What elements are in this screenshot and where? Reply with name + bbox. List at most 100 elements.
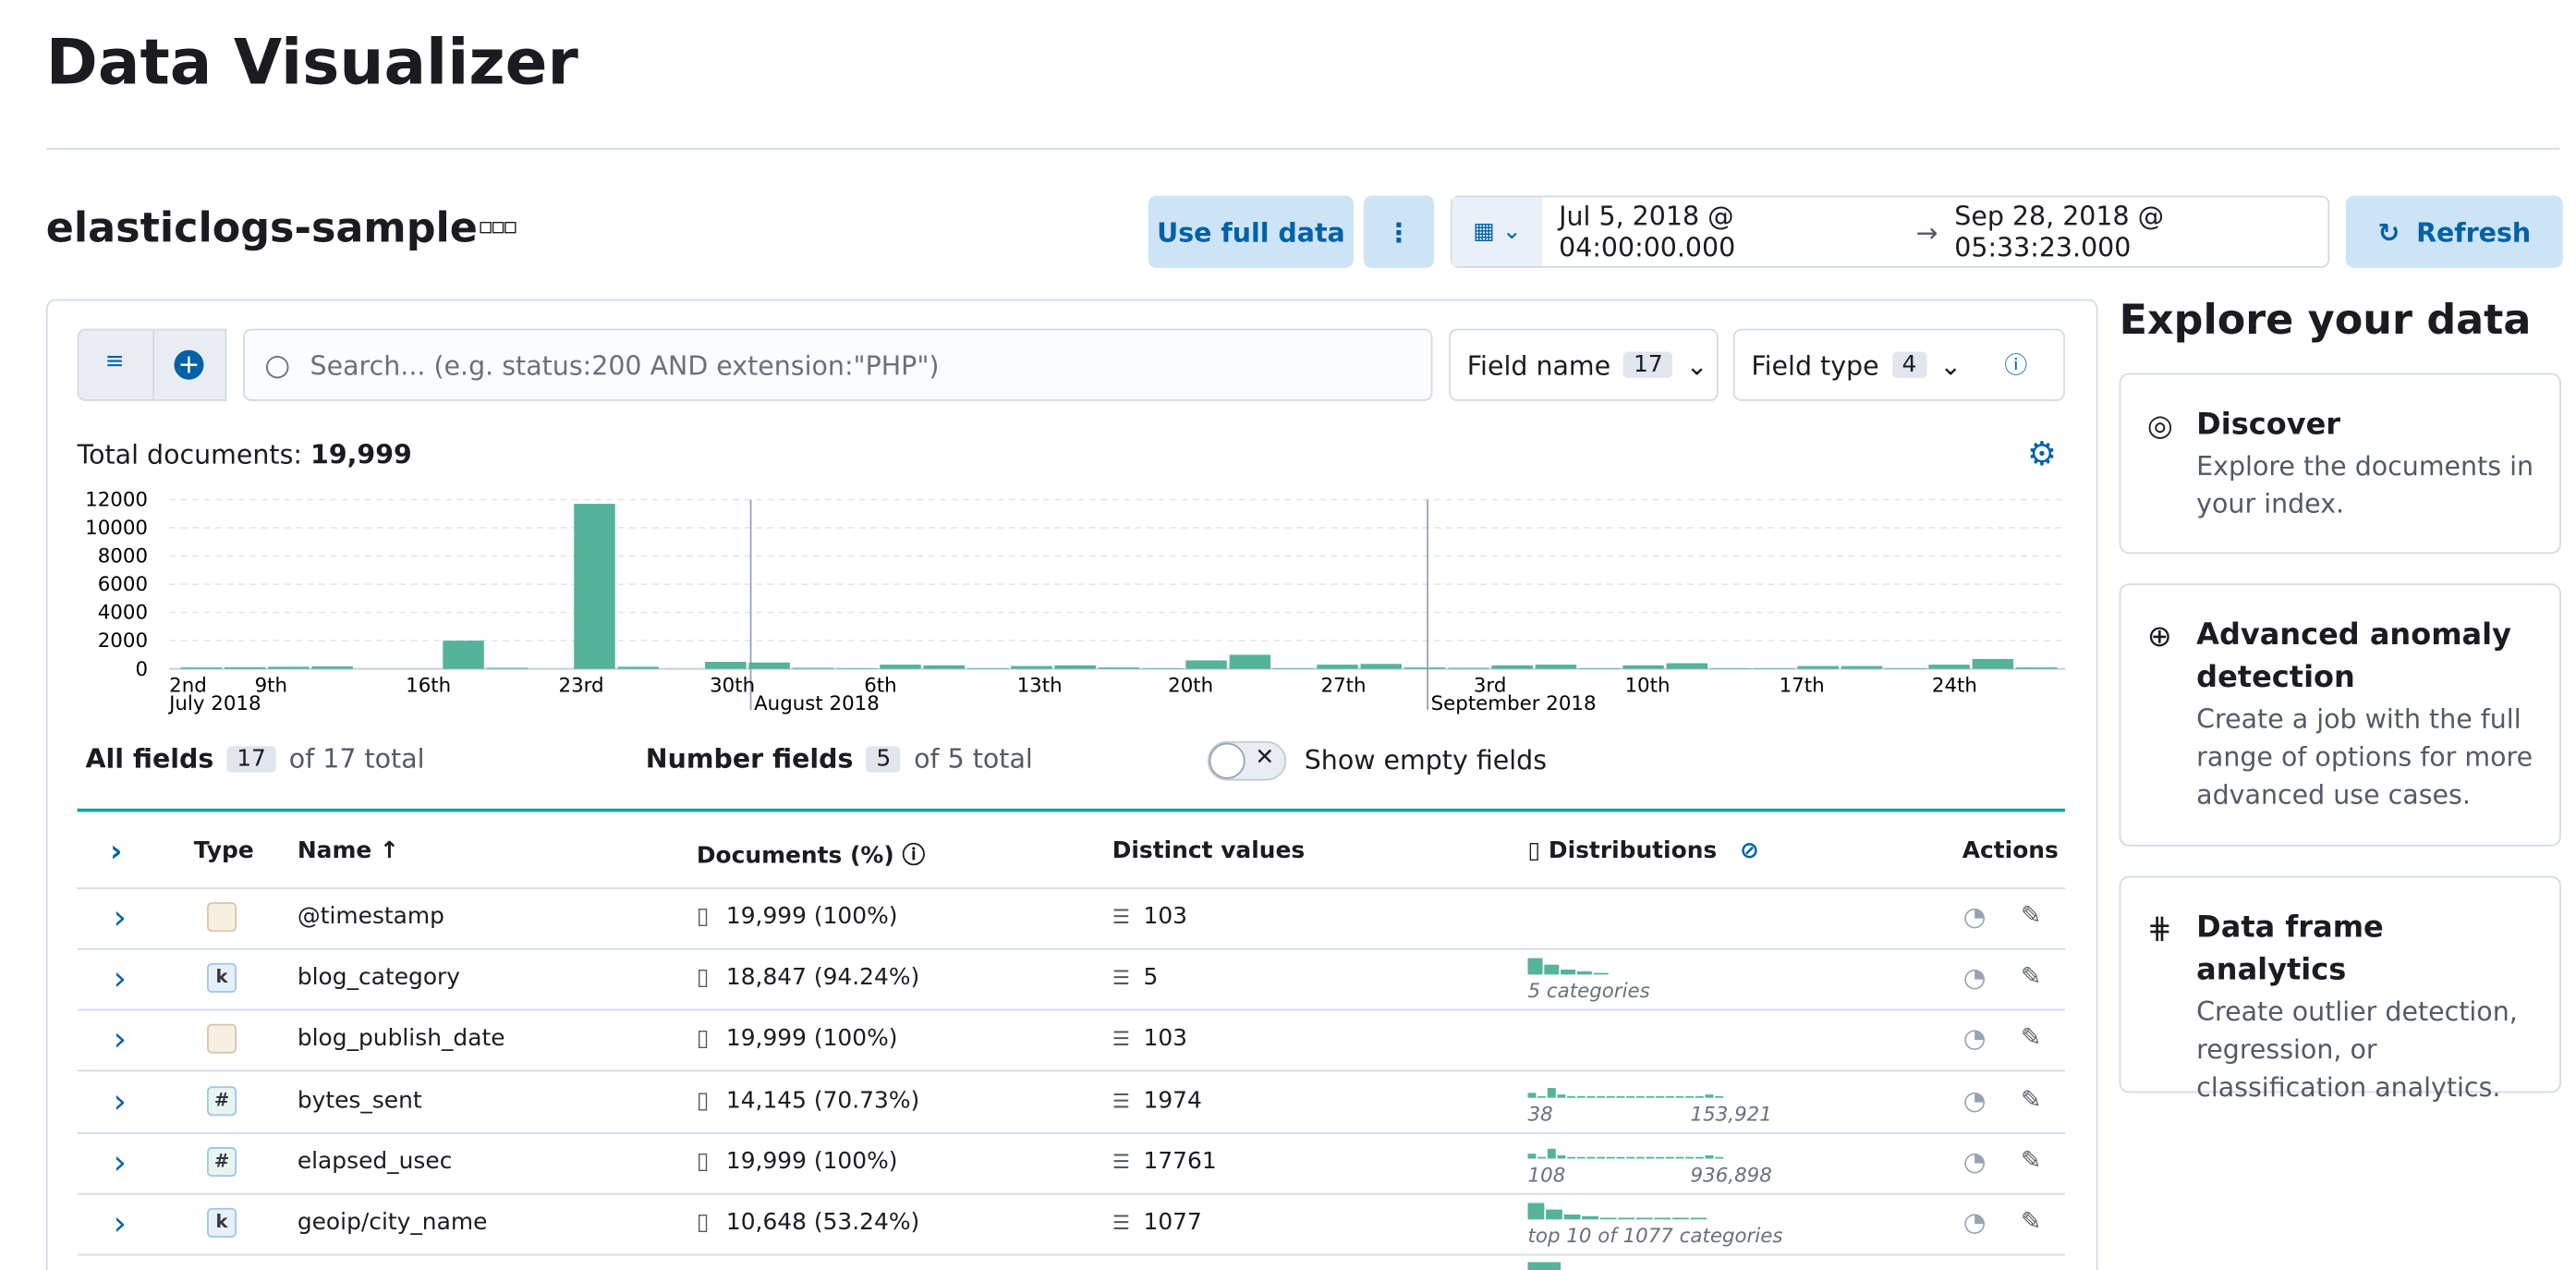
type-icon: k [207, 1207, 237, 1238]
table-row: › # bytes_sent ▯ 14,145 (70.73%) ☰ 1974 38 153,9… [77, 1071, 2065, 1134]
date-picker[interactable]: ▦ ⌄ Jul 5, 2018 @ 04:00:00.000 → Sep 28,… [1450, 195, 2330, 268]
expand-row[interactable]: › [113, 1081, 127, 1120]
month-label: August 2018 [754, 692, 880, 715]
empty-fields-toggle[interactable]: ✕ [1207, 740, 1287, 781]
field-type-count: 4 [1891, 351, 1927, 378]
distinct-values: 1077 [1143, 1209, 1202, 1237]
bar [1841, 666, 1883, 669]
data-visualizer-action[interactable]: ◔ [1962, 961, 1987, 994]
doc-icon: ▯ [696, 903, 710, 931]
expand-row[interactable]: › [113, 1203, 127, 1243]
data-visualizer-action[interactable]: ◔ [1962, 1144, 1987, 1177]
db-icon: ☰ [1112, 905, 1130, 929]
bar [1229, 654, 1271, 669]
spark-bar [1618, 1217, 1635, 1220]
date-start: Jul 5, 2018 @ 04:00:00.000 [1559, 200, 1736, 263]
field-name-filter[interactable]: Field name 17 ⌄ [1449, 328, 1719, 401]
spark-bar [1626, 1095, 1635, 1097]
spark-bar [1563, 1214, 1581, 1220]
use-full-data-button[interactable]: Use full data [1148, 195, 1355, 268]
spark-bar [1547, 1148, 1556, 1159]
settings-icon[interactable]: ⚙ [2027, 434, 2057, 474]
spark-bar [1690, 1217, 1707, 1220]
spark-bar [1597, 1095, 1606, 1097]
type-icon: # [207, 1146, 237, 1177]
edit-action[interactable]: ✎ [2020, 961, 2042, 992]
month-label: July 2018 [167, 692, 261, 715]
info-icon[interactable]: ⓘ [2004, 353, 2028, 380]
bar [311, 666, 353, 669]
expand-row[interactable]: › [113, 1020, 127, 1059]
doc-icon: ▯ [696, 1026, 710, 1053]
spark-bar [1606, 1156, 1615, 1159]
bar [1928, 665, 1970, 669]
main-panel [45, 299, 2098, 1270]
distribution-caption: 5 categories [1527, 980, 1650, 1003]
table-row: › k blog_category ▯ 18,847 (94.24%) ☰ 5 5 categ… [77, 948, 2065, 1011]
filter-button[interactable]: ≡ [104, 348, 125, 375]
col-documents[interactable]: Documents (%) ⓘ [696, 843, 926, 870]
y-tick-label: 2000 [98, 629, 148, 653]
spark-bar [1675, 1095, 1684, 1097]
spark-bar [1646, 1095, 1655, 1097]
type-icon: k [207, 963, 237, 994]
bar [1666, 663, 1708, 669]
dfa-card[interactable]: ⋕ Data frame analytics Create outlier dete… [2119, 875, 2561, 1103]
data-visualizer-action[interactable]: ◔ [1962, 1206, 1987, 1238]
db-icon: ☰ [1112, 1150, 1130, 1174]
month-label: September 2018 [1431, 692, 1597, 715]
spark-bar [1527, 1203, 1545, 1220]
expand-row[interactable]: › [113, 897, 127, 937]
bar [1579, 667, 1621, 669]
spark-bar [1635, 1156, 1645, 1159]
bar [1185, 660, 1227, 669]
index-menu[interactable]: ▫▫▫ [478, 214, 518, 240]
edit-action[interactable]: ✎ [2020, 900, 2042, 931]
search-bar[interactable]: ○ Search... (e.g. status:200 AND extensio… [243, 328, 1433, 401]
page-title: Data Visualizer [45, 26, 578, 99]
x-tick-label: 30th [710, 675, 755, 698]
bar [1360, 664, 1402, 669]
distribution-caption: top 10 of 1077 categories [1527, 1224, 1783, 1248]
index-name: elasticlogs-sample [45, 203, 478, 252]
spark-bar [1685, 1095, 1695, 1097]
col-distinct[interactable]: Distinct values [1112, 837, 1306, 865]
spark-bar [1527, 1092, 1537, 1097]
data-visualizer-action[interactable]: ◔ [1962, 1022, 1987, 1055]
refresh-button[interactable]: ↻ Refresh [2345, 195, 2563, 268]
expand-row[interactable]: › [113, 1142, 127, 1182]
bar [443, 641, 484, 669]
spark-bar [1685, 1156, 1695, 1159]
col-name[interactable]: Name ↑ [297, 837, 399, 865]
distribution-max: 936,898 [1690, 1163, 1772, 1187]
anomaly-card[interactable]: ⊕ Advanced anomaly detection Create a job … [2119, 583, 2561, 847]
card-text: Create a job with the full range of opti… [2196, 702, 2533, 811]
expand-all[interactable]: › [110, 835, 123, 870]
edit-action[interactable]: ✎ [2020, 1083, 2042, 1114]
distribution-sparkline [1527, 1078, 1775, 1097]
x-tick-label: 9th [255, 675, 287, 698]
edit-action[interactable]: ✎ [2020, 1022, 2042, 1053]
number-fields-count: 5 [866, 745, 901, 772]
y-tick-label: 0 [135, 658, 148, 681]
divider [45, 148, 2560, 150]
bar [1754, 667, 1795, 669]
add-filter-button[interactable]: + [174, 349, 204, 380]
edit-action[interactable]: ✎ [2020, 1144, 2042, 1175]
expand-row[interactable]: › [113, 958, 127, 998]
field-type-filter[interactable]: Field type 4 ⌄ ⓘ [1732, 328, 2065, 401]
data-visualizer-action[interactable]: ◔ [1962, 1083, 1987, 1116]
spark-bar [1626, 1156, 1635, 1159]
discover-card[interactable]: ◎ Discover Explore the documents in your i… [2119, 372, 2561, 555]
calendar-toggle[interactable]: ▦ ⌄ [1452, 197, 1543, 267]
data-visualizer-action[interactable]: ◔ [1962, 900, 1987, 933]
spark-bar [1576, 1156, 1586, 1159]
db-icon: ☰ [1112, 966, 1130, 990]
edit-action[interactable]: ✎ [2020, 1206, 2042, 1237]
bar [1054, 665, 1096, 669]
table-top-border [77, 808, 2065, 812]
spark-bar [1656, 1095, 1665, 1097]
more-button[interactable]: ⋮ [1363, 195, 1435, 268]
distribution-sparkline [1527, 1139, 1775, 1159]
